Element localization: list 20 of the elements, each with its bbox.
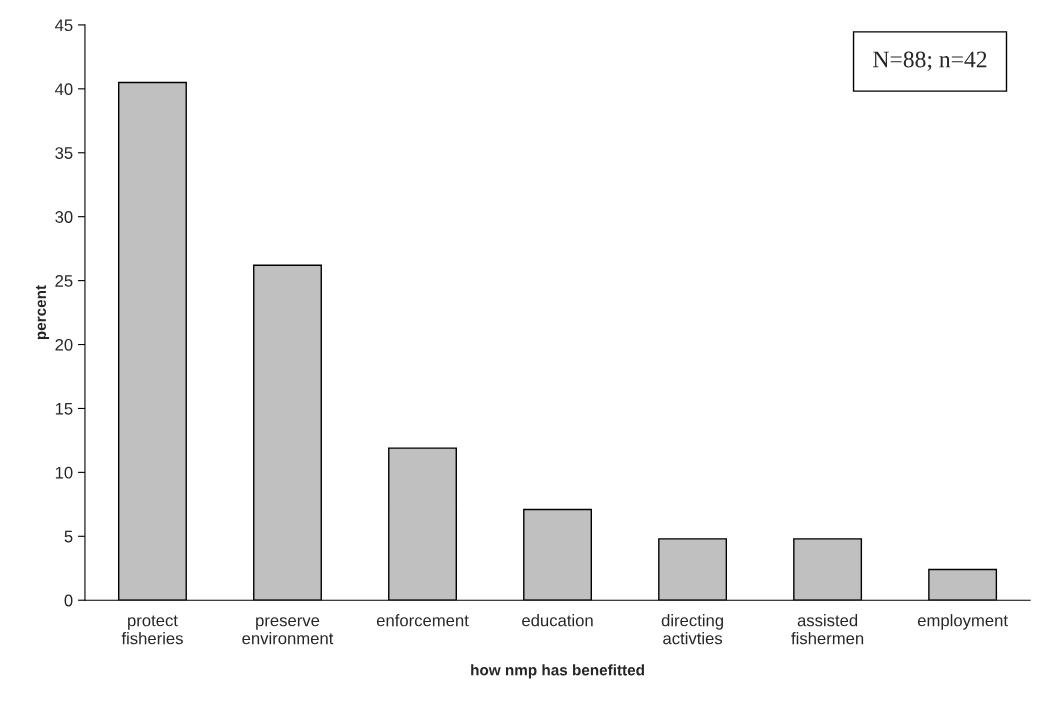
x-tick-label: directing activties xyxy=(661,614,723,645)
x-tick-label: preserve environment xyxy=(242,617,334,645)
x-tick-label: employment xyxy=(917,614,1008,630)
x-tick-label: education xyxy=(522,614,593,627)
x-tick-label: enforcement xyxy=(376,614,469,627)
y-tick-label: 30 xyxy=(55,211,73,223)
x-tick-label: protect fisheries xyxy=(121,615,183,645)
y-tick-label: 40 xyxy=(55,83,73,96)
y-tick-label: 15 xyxy=(55,403,73,415)
y-tick-label: 0 xyxy=(64,594,73,607)
y-tick-label: 10 xyxy=(55,466,73,479)
x-axis-title: how nmp has benefitted xyxy=(471,664,644,679)
y-tick-label: 20 xyxy=(55,338,73,351)
y-axis-title: percent xyxy=(35,285,50,340)
x-tick-label: assisted fishermen xyxy=(791,614,864,645)
y-tick-label: 25 xyxy=(55,275,73,287)
y-tick-label: 45 xyxy=(55,19,73,32)
y-tick-label: 35 xyxy=(55,147,73,159)
y-tick-label: 5 xyxy=(64,530,73,543)
annotation: N=88; n=42 xyxy=(873,51,987,71)
